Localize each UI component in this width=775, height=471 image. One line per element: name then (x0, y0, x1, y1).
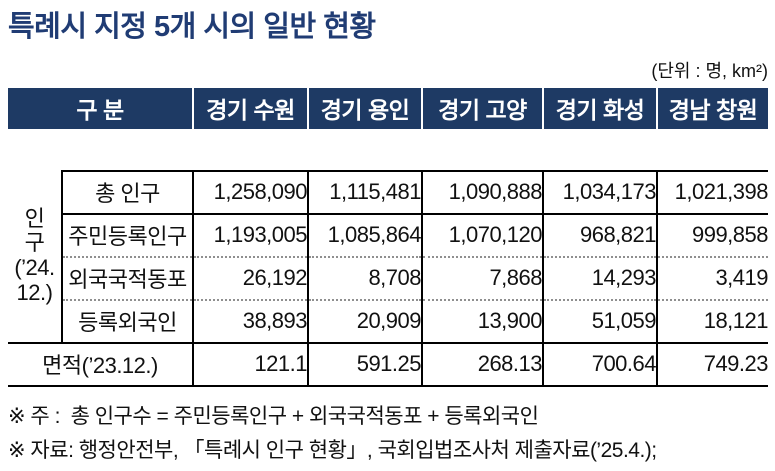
row-group-population-label: 인 구 (’24. 12.) (8, 170, 63, 343)
general-status-table: 구 분 경기 수원 경기 용인 경기 고양 경기 화성 경남 창원 인 구 (’… (8, 87, 769, 387)
table-row-total-population: 인 구 (’24. 12.) 총 인구 1,258,090 1,115,481 … (8, 169, 769, 343)
row-label-area: 면적(’23.12.) (8, 341, 194, 387)
cell-value: 3,419 (656, 255, 769, 300)
cell-value: 18,121 (656, 298, 769, 343)
row-label: 등록외국인 (62, 298, 194, 343)
cell-value: 999,858 (656, 212, 769, 257)
cell-value: 1,193,005 (192, 212, 308, 257)
table-row-overseas-koreans: 외국국적동포 26,192 8,708 7,868 14,293 3,419 (8, 255, 769, 300)
cell-value: 20,909 (307, 298, 422, 343)
unit-note: (단위 : 명, km²) (651, 60, 768, 81)
cell-value: 14,293 (542, 255, 657, 300)
table-row-area: 면적(’23.12.) 121.1 591.25 268.13 700.64 7… (8, 341, 769, 387)
cell-value: 26,192 (192, 255, 308, 300)
page-title: 특례시 지정 5개 시의 일반 현황 (8, 11, 376, 43)
header-row: 구 분 경기 수원 경기 용인 경기 고양 경기 화성 경남 창원 (8, 87, 768, 129)
cell-value: 268.13 (421, 341, 543, 387)
cell-value: 1,090,888 (421, 169, 543, 214)
cell-value: 700.64 (542, 341, 657, 387)
cell-value: 1,021,398 (656, 169, 769, 214)
cell-value: 1,258,090 (192, 169, 308, 214)
footnote-note: ※ 주 : 총 인구수 = 주민등록인구 + 외국국적동포 + 등록외국인 (8, 404, 539, 428)
col-header-category: 구 분 (8, 87, 193, 129)
cell-value: 51,059 (542, 298, 657, 343)
cell-value: 1,085,864 (307, 212, 422, 257)
col-header-changwon: 경남 창원 (656, 87, 768, 129)
cell-value: 121.1 (192, 341, 308, 387)
footnotes: ※ 주 : 총 인구수 = 주민등록인구 + 외국국적동포 + 등록외국인 ※ … (8, 400, 768, 471)
cell-value: 38,893 (192, 298, 308, 343)
cell-value: 1,115,481 (307, 169, 422, 214)
col-header-hwaseong: 경기 화성 (542, 87, 657, 129)
col-header-goyang: 경기 고양 (421, 87, 543, 129)
table-row-registered-residents: 주민등록인구 1,193,005 1,085,864 1,070,120 968… (8, 212, 769, 257)
cell-value: 8,708 (307, 255, 422, 300)
col-header-yongin: 경기 용인 (307, 87, 422, 129)
footnote-source: ※ 자료: 행정안전부, 「특례시 인구 현황」, 국회입법조사처 제출자료(’… (8, 438, 657, 462)
cell-value: 1,034,173 (542, 169, 657, 214)
table-row-registered-foreigners: 등록외국인 38,893 20,909 13,900 51,059 18,121 (8, 298, 769, 343)
col-header-suwon: 경기 수원 (192, 87, 308, 129)
cell-value: 13,900 (421, 298, 543, 343)
cell-value: 749.23 (656, 341, 769, 387)
row-label: 주민등록인구 (62, 212, 194, 257)
cell-value: 591.25 (307, 341, 422, 387)
cell-value: 968,821 (542, 212, 657, 257)
row-label: 외국국적동포 (62, 255, 194, 300)
cell-value: 7,868 (421, 255, 543, 300)
header-body-gap (8, 129, 768, 171)
row-label: 총 인구 (62, 169, 194, 214)
cell-value: 1,070,120 (421, 212, 543, 257)
